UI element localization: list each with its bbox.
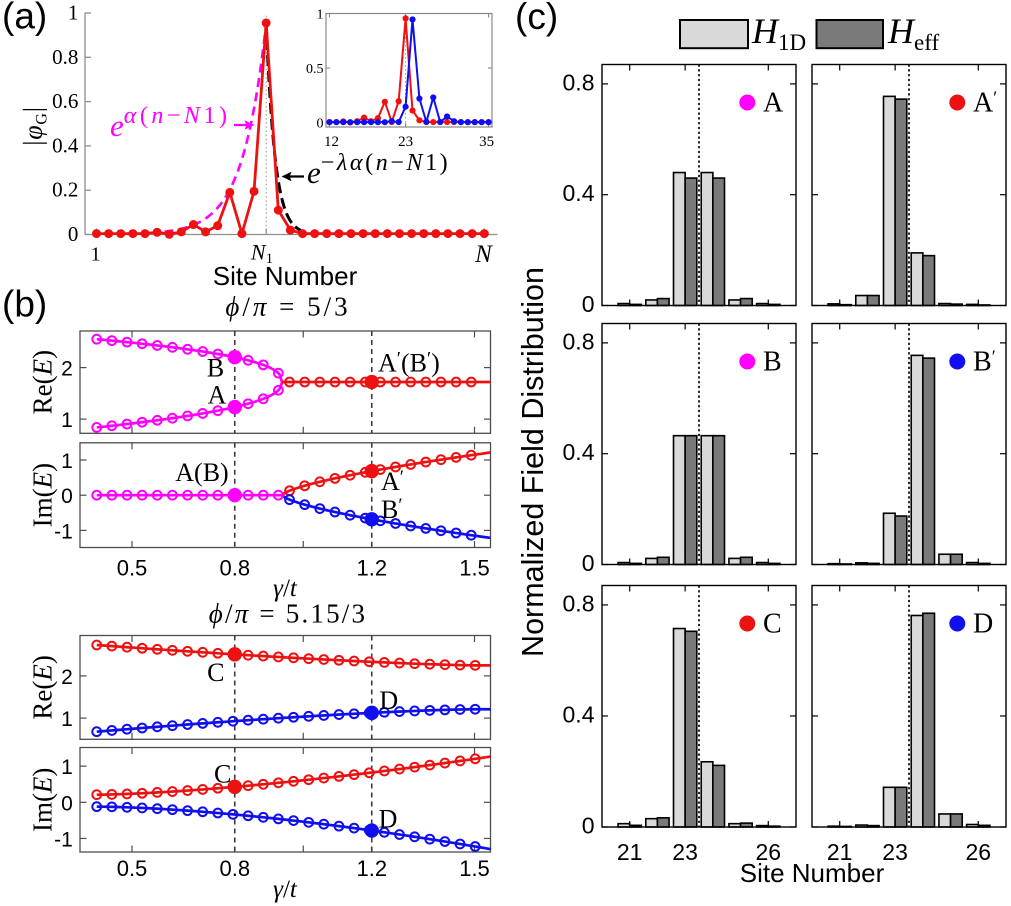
svg-text:Im(E): Im(E)	[28, 463, 58, 527]
svg-text:0.5: 0.5	[117, 556, 148, 581]
svg-text:(b): (b)	[2, 284, 47, 325]
svg-text:D: D	[379, 686, 398, 715]
svg-text:0.5: 0.5	[117, 856, 148, 881]
svg-text:A: A	[763, 88, 784, 119]
svg-text:Re(E): Re(E)	[28, 350, 58, 414]
svg-text:ϕ/π = 5/3: ϕ/π = 5/3	[225, 292, 350, 322]
svg-text:2: 2	[61, 358, 73, 381]
svg-text:12: 12	[324, 134, 339, 150]
svg-text:23: 23	[398, 134, 413, 150]
svg-text:Re(E): Re(E)	[28, 655, 58, 719]
svg-text:-1: -1	[54, 520, 73, 543]
svg-text:35: 35	[479, 134, 494, 150]
svg-text:0: 0	[61, 485, 73, 508]
svg-text:-1: -1	[54, 828, 73, 851]
svg-text:0: 0	[61, 792, 73, 815]
svg-text:21: 21	[617, 839, 643, 865]
svg-text:2: 2	[61, 666, 73, 689]
svg-text:1: 1	[68, 1, 79, 25]
svg-text:B′: B′	[973, 347, 996, 378]
svg-text:Normalized Field Distribution: Normalized Field Distribution	[516, 267, 550, 657]
svg-text:1.2: 1.2	[357, 556, 388, 581]
svg-text:0: 0	[582, 291, 595, 317]
svg-text:23: 23	[672, 839, 698, 865]
svg-text:N: N	[474, 241, 493, 268]
svg-text:D: D	[973, 609, 993, 640]
svg-text:(a): (a)	[2, 0, 47, 37]
svg-text:γ/t: γ/t	[273, 575, 298, 602]
svg-text:26: 26	[756, 839, 782, 865]
svg-text:Heff: Heff	[887, 11, 939, 55]
svg-text:1.2: 1.2	[357, 856, 388, 881]
svg-text:Site Number: Site Number	[213, 261, 358, 291]
svg-text:A(B): A(B)	[175, 458, 228, 487]
svg-text:0.4: 0.4	[563, 180, 595, 206]
svg-text:A′: A′	[973, 88, 997, 119]
svg-text:0: 0	[582, 550, 595, 576]
svg-text:0.4: 0.4	[52, 133, 79, 157]
svg-text:0.8: 0.8	[563, 69, 595, 95]
svg-text:0.2: 0.2	[52, 178, 78, 202]
svg-text:0: 0	[582, 813, 595, 839]
svg-text:Site Number: Site Number	[740, 858, 885, 888]
svg-text:0.8: 0.8	[220, 856, 251, 881]
svg-text:0.6: 0.6	[52, 89, 78, 113]
svg-text:1: 1	[61, 409, 73, 432]
svg-text:1: 1	[317, 8, 324, 23]
svg-text:21: 21	[827, 839, 853, 865]
svg-text:0.8: 0.8	[52, 45, 78, 69]
svg-text:C: C	[763, 609, 782, 640]
svg-text:1.5: 1.5	[459, 856, 490, 881]
svg-text:D: D	[379, 805, 398, 834]
svg-text:B: B	[763, 347, 782, 378]
svg-text:1: 1	[91, 244, 101, 266]
svg-text:0.8: 0.8	[220, 556, 251, 581]
svg-text:C: C	[207, 658, 224, 687]
svg-text:1: 1	[61, 450, 73, 473]
svg-text:0.4: 0.4	[563, 439, 595, 465]
svg-text:|φG|: |φG|	[19, 106, 51, 146]
svg-text:A: A	[208, 381, 227, 410]
svg-text:(c): (c)	[515, 0, 558, 37]
svg-text:B: B	[207, 354, 224, 383]
svg-text:B′: B′	[381, 495, 403, 524]
svg-text:23: 23	[882, 839, 908, 865]
svg-text:A′: A′	[381, 467, 404, 496]
svg-text:Im(E): Im(E)	[28, 768, 58, 832]
svg-text:26: 26	[966, 839, 992, 865]
svg-text:0.4: 0.4	[563, 702, 595, 728]
svg-text:A′(B′): A′(B′)	[378, 349, 440, 378]
svg-text:0.5: 0.5	[306, 62, 324, 77]
svg-text:1.5: 1.5	[459, 556, 490, 581]
svg-text:0.8: 0.8	[563, 328, 595, 354]
svg-text:ϕ/π = 5.15/3: ϕ/π = 5.15/3	[209, 599, 367, 629]
svg-text:1: 1	[61, 708, 73, 731]
svg-text:1: 1	[61, 756, 73, 779]
svg-text:0: 0	[317, 117, 324, 132]
svg-text:γ/t: γ/t	[273, 876, 298, 903]
svg-text:C: C	[214, 760, 231, 789]
svg-text:N1: N1	[250, 240, 273, 268]
svg-text:0: 0	[68, 222, 79, 246]
svg-text:0.8: 0.8	[563, 590, 595, 616]
